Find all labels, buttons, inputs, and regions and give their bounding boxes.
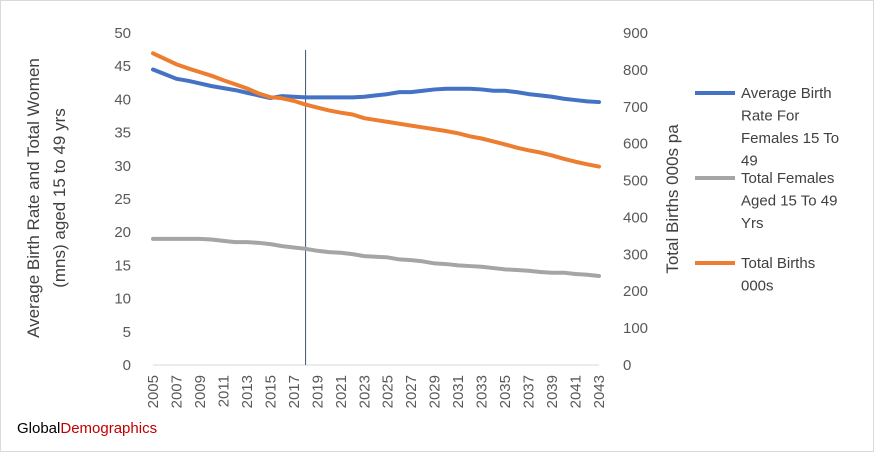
- series-line-3: [151, 51, 601, 169]
- legend-label-1: 49: [741, 153, 758, 170]
- x-tick-label: 2035: [497, 375, 514, 408]
- x-tick-label: 2031: [450, 375, 467, 408]
- y2-axis-ticks: 0 100 200 300 400 500 600 700 800 900: [623, 25, 648, 374]
- x-tick-label: 2017: [286, 375, 303, 408]
- y-axis-title-line: Average Birth Rate and Total Women: [24, 58, 43, 338]
- legend-label-3: 000s: [741, 278, 774, 295]
- series-lines: [151, 51, 601, 279]
- y-tick-label: 50: [114, 25, 131, 42]
- y2-tick-label: 900: [623, 25, 648, 42]
- x-tick-label: 2027: [403, 375, 420, 408]
- legend-label-1: Average Birth: [741, 85, 832, 102]
- y-axis-ticks: 0 5 10 15 20 25 30 35 40 45 50: [114, 25, 131, 374]
- x-axis-ticks: 2005 2007 2009 2011 2013 2015 2017 2019 2021 2023…: [145, 375, 608, 408]
- y-tick-label: 40: [114, 91, 131, 108]
- y2-tick-label: 0: [623, 357, 631, 374]
- y2-tick-label: 600: [623, 136, 648, 153]
- brand-logo: GlobalDemographics: [17, 420, 157, 437]
- x-tick-label: 2011: [215, 375, 232, 407]
- legend-label-2: Aged 15 To 49: [741, 193, 837, 210]
- y-tick-label: 25: [114, 191, 131, 208]
- legend-label-1: Females 15 To: [741, 130, 839, 147]
- x-tick-label: 2037: [521, 375, 538, 408]
- y-tick-label: 0: [123, 357, 131, 374]
- y-tick-label: 20: [114, 224, 131, 241]
- x-tick-label: 2043: [591, 375, 608, 408]
- x-tick-label: 2039: [544, 375, 561, 408]
- y-tick-label: 15: [114, 257, 131, 274]
- y-axis-title-line: (mns) aged 15 to 49 yrs: [50, 108, 69, 288]
- legend-label-2: Yrs: [741, 215, 764, 232]
- x-tick-label: 2033: [474, 375, 491, 408]
- y2-tick-label: 300: [623, 246, 648, 263]
- legend-label-2: Total Females: [741, 170, 834, 187]
- y2-tick-label: 800: [623, 62, 648, 79]
- x-tick-label: 2023: [356, 375, 373, 408]
- y-tick-label: 30: [114, 158, 131, 175]
- y-tick-label: 10: [114, 291, 131, 308]
- x-tick-label: 2015: [262, 375, 279, 408]
- y2-tick-label: 700: [623, 99, 648, 116]
- series-line-2: [151, 236, 601, 279]
- x-tick-label: 2005: [145, 375, 162, 408]
- y-axis-title: Average Birth Rate and Total Women (mns) …: [24, 58, 69, 338]
- x-tick-label: 2007: [168, 375, 185, 408]
- y-tick-label: 45: [114, 58, 131, 75]
- y-tick-label: 35: [114, 125, 131, 142]
- x-tick-label: 2009: [192, 375, 209, 408]
- y2-axis-title: Total Births 000s pa: [663, 124, 682, 274]
- y2-tick-label: 100: [623, 320, 648, 337]
- x-tick-label: 2025: [380, 375, 397, 408]
- legend-label-1: Rate For: [741, 108, 799, 125]
- x-tick-label: 2041: [568, 375, 585, 408]
- series-line-1: [151, 67, 601, 105]
- y2-tick-label: 500: [623, 173, 648, 190]
- legend-label-3: Total Births: [741, 255, 815, 272]
- brand-part-2: Demographics: [60, 420, 158, 437]
- x-tick-label: 2019: [309, 375, 326, 408]
- x-tick-label: 2013: [239, 375, 256, 408]
- y2-tick-label: 400: [623, 209, 648, 226]
- x-tick-label: 2021: [333, 375, 350, 408]
- y2-tick-label: 200: [623, 283, 648, 300]
- brand-part-1: Global: [17, 420, 61, 437]
- y-tick-label: 5: [123, 324, 131, 341]
- x-tick-label: 2029: [427, 375, 444, 408]
